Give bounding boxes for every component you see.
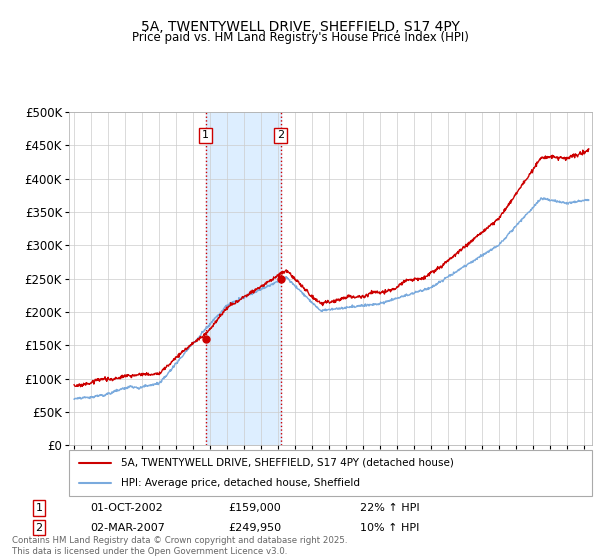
Text: 1: 1 [202, 130, 209, 141]
Text: Contains HM Land Registry data © Crown copyright and database right 2025.
This d: Contains HM Land Registry data © Crown c… [12, 536, 347, 556]
Text: 22% ↑ HPI: 22% ↑ HPI [360, 503, 419, 513]
Text: £249,950: £249,950 [228, 522, 281, 533]
Text: 10% ↑ HPI: 10% ↑ HPI [360, 522, 419, 533]
Text: HPI: Average price, detached house, Sheffield: HPI: Average price, detached house, Shef… [121, 478, 361, 488]
Text: 2: 2 [277, 130, 284, 141]
FancyBboxPatch shape [69, 450, 592, 496]
Text: 1: 1 [35, 503, 43, 513]
Text: Price paid vs. HM Land Registry's House Price Index (HPI): Price paid vs. HM Land Registry's House … [131, 31, 469, 44]
Text: 5A, TWENTYWELL DRIVE, SHEFFIELD, S17 4PY (detached house): 5A, TWENTYWELL DRIVE, SHEFFIELD, S17 4PY… [121, 458, 454, 468]
Text: 02-MAR-2007: 02-MAR-2007 [90, 522, 165, 533]
Text: 01-OCT-2002: 01-OCT-2002 [90, 503, 163, 513]
Text: 2: 2 [35, 522, 43, 533]
Bar [206, 112, 281, 445]
Text: 5A, TWENTYWELL DRIVE, SHEFFIELD, S17 4PY: 5A, TWENTYWELL DRIVE, SHEFFIELD, S17 4PY [140, 20, 460, 34]
Text: £159,000: £159,000 [228, 503, 281, 513]
